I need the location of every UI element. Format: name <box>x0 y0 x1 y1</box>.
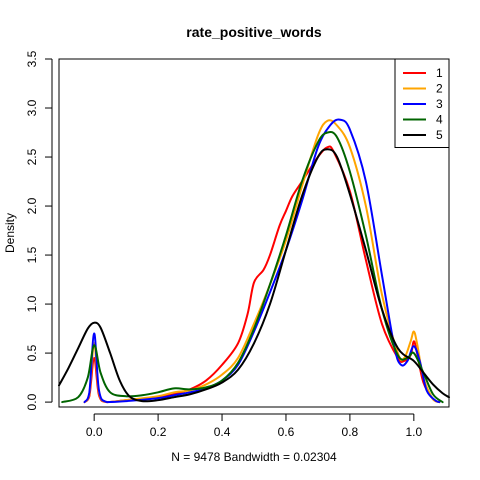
series-line-3 <box>85 120 440 403</box>
y-tick-label: 3.5 <box>25 50 39 67</box>
series-line-2 <box>85 120 440 402</box>
series-layer <box>59 120 449 403</box>
x-tick-label: 0.0 <box>86 425 103 439</box>
y-tick-label: 1.5 <box>25 246 39 263</box>
y-axis: 0.0 0.5 1.0 1.5 2.0 2.5 3.0 3.5 <box>25 50 52 410</box>
legend-label-1: 1 <box>436 66 443 80</box>
chart-title: rate_positive_words <box>186 24 322 40</box>
x-tick-label: 0.6 <box>278 425 295 439</box>
x-tick-label: 0.2 <box>150 425 167 439</box>
y-tick-label: 3.0 <box>25 99 39 116</box>
plot-frame <box>59 59 449 407</box>
x-tick-label: 0.8 <box>342 425 359 439</box>
y-tick-label: 1.0 <box>25 295 39 312</box>
x-tick-label: 0.4 <box>214 425 231 439</box>
y-tick-label: 2.0 <box>25 197 39 214</box>
y-tick-label: 0.0 <box>25 393 39 410</box>
x-axis-label: N = 9478 Bandwidth = 0.02304 <box>171 450 337 464</box>
x-axis: 0.0 0.2 0.4 0.6 0.8 1.0 <box>86 414 423 439</box>
legend-label-4: 4 <box>436 113 443 127</box>
legend-label-5: 5 <box>436 128 443 142</box>
series-line-5 <box>59 149 449 401</box>
y-tick-label: 2.5 <box>25 148 39 165</box>
legend-label-2: 2 <box>436 82 443 96</box>
series-line-4 <box>62 132 442 402</box>
series-line-1 <box>85 146 440 402</box>
legend-label-3: 3 <box>436 97 443 111</box>
y-tick-label: 0.5 <box>25 344 39 361</box>
y-axis-label: Density <box>3 213 17 253</box>
x-tick-label: 1.0 <box>405 425 422 439</box>
legend: 1 23 45 <box>395 59 449 148</box>
